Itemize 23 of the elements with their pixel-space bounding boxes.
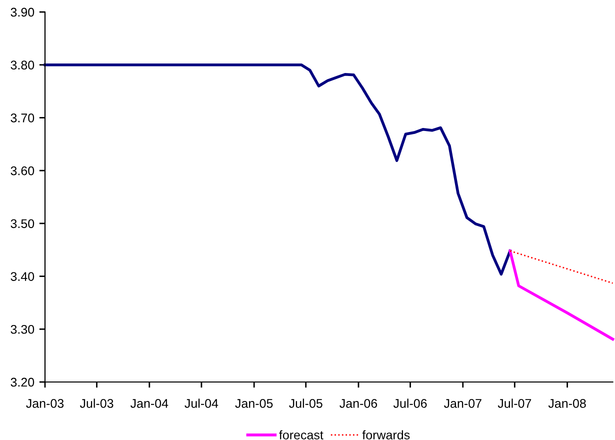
line-series bbox=[508, 250, 614, 341]
x-tick-label: Jul-06 bbox=[393, 398, 427, 408]
x-tick-label: Jul-04 bbox=[184, 398, 218, 408]
legend-label: forwards bbox=[362, 430, 410, 440]
x-tick-label: Jan-08 bbox=[548, 398, 586, 408]
x-tick-label: Jan-05 bbox=[235, 398, 273, 408]
x-tick-label: Jan-07 bbox=[444, 398, 482, 408]
y-tick-label: 3.30 bbox=[10, 324, 34, 334]
y-tick-label: 3.80 bbox=[10, 60, 34, 70]
y-tick-label: 3.20 bbox=[10, 378, 34, 387]
x-tick-label: Jul-05 bbox=[289, 398, 322, 408]
x-tick-label: Jul-07 bbox=[498, 398, 532, 408]
y-tick-label: 3.40 bbox=[10, 272, 34, 281]
x-tick-label: Jan-03 bbox=[26, 398, 64, 408]
line-series bbox=[44, 63, 512, 276]
y-tick-label: 3.60 bbox=[10, 166, 34, 176]
y-tick-label: 3.70 bbox=[10, 114, 34, 122]
legend-label: forecast bbox=[279, 430, 324, 440]
x-tick-label: Jan-04 bbox=[130, 398, 168, 408]
y-tick-label: 3.50 bbox=[10, 219, 34, 228]
x-tick-label: Jul-03 bbox=[80, 398, 114, 408]
y-tick-label: 3.90 bbox=[10, 8, 34, 17]
x-tick-label: Jan-06 bbox=[340, 398, 378, 408]
